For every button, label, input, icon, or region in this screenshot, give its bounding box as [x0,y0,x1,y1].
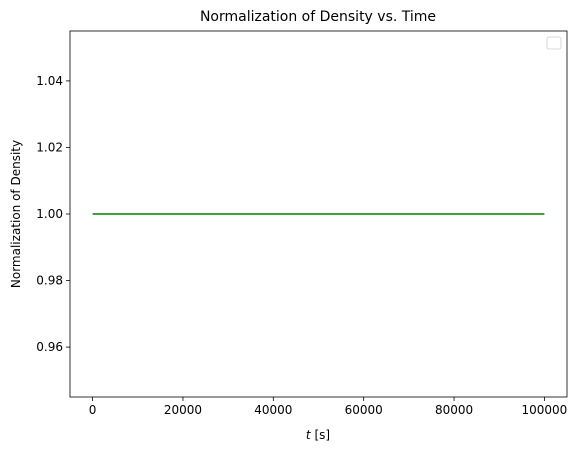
y-axis-label: Normalization of Density [9,140,23,288]
x-tick-label: 80000 [435,403,473,417]
x-axis-ticks: 0 20000 40000 60000 80000 100000 [89,397,568,417]
y-tick-label: 1.00 [36,207,63,221]
x-tick-label: 20000 [164,403,202,417]
y-tick-label: 0.98 [36,274,63,288]
y-tick-label: 1.02 [36,140,63,154]
legend-box [547,37,561,49]
x-tick-label: 100000 [522,403,568,417]
x-tick-label: 40000 [254,403,292,417]
y-axis-ticks: 0.96 0.98 1.00 1.02 1.04 [36,74,70,354]
y-tick-label: 0.96 [36,340,63,354]
x-axis-label: t [s] [306,428,330,442]
y-tick-label: 1.04 [36,74,63,88]
x-axis-label-unit: [s] [311,428,330,442]
chart-title: Normalization of Density vs. Time [200,9,436,25]
x-tick-label: 60000 [345,403,383,417]
x-tick-label: 0 [89,403,97,417]
